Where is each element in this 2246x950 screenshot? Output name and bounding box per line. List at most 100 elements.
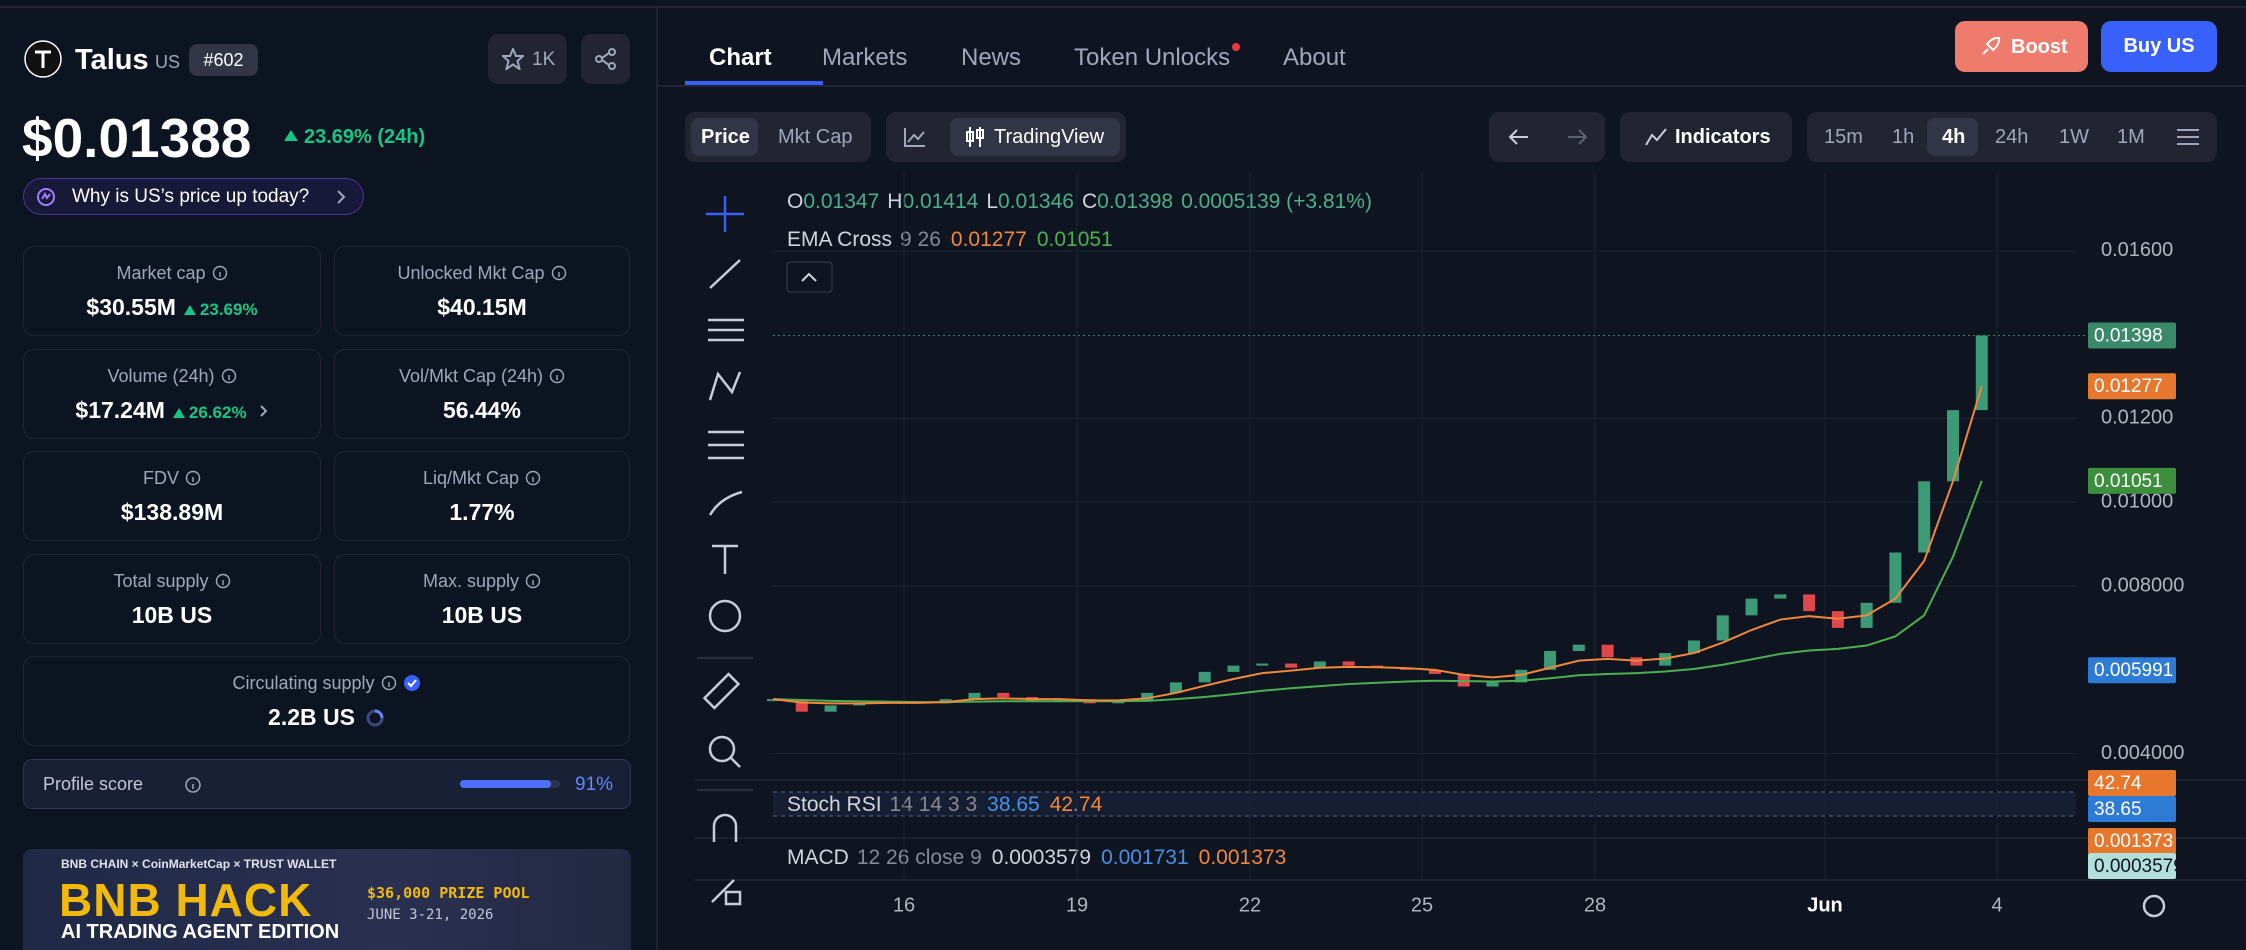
tool-emoji[interactable] bbox=[708, 599, 742, 633]
timeframe[interactable]: 15m bbox=[1824, 126, 1863, 148]
stat-change: 26.62% bbox=[188, 403, 247, 422]
stat-card: Volume (24h) $17.24M 26.62% bbox=[23, 349, 321, 439]
rocket-icon bbox=[1982, 36, 2001, 55]
macd-signal: 0.001373 bbox=[1199, 846, 1287, 869]
tool-fib[interactable] bbox=[708, 430, 744, 460]
stat-value: $17.24M bbox=[75, 397, 165, 423]
tab-news[interactable]: News bbox=[961, 44, 1022, 71]
why-pill[interactable]: Why is US’s price up today? bbox=[23, 178, 364, 215]
ohlc-change: 0.0005139 (+3.81%) bbox=[1181, 190, 1372, 213]
stoch-band bbox=[773, 792, 2076, 816]
stat-change-wrap: 23.69% bbox=[183, 300, 258, 319]
boost-button[interactable]: Boost bbox=[1955, 21, 2088, 72]
timeframe[interactable]: 1h bbox=[1892, 126, 1915, 148]
timeframe[interactable]: 24h bbox=[1995, 126, 2029, 148]
stat-label-row: Liq/Mkt Cap bbox=[335, 468, 629, 489]
line-chart-icon[interactable] bbox=[903, 126, 927, 148]
info-icon bbox=[549, 368, 565, 384]
stat-card: Liq/Mkt Cap 1.77% bbox=[334, 451, 630, 541]
tab-about[interactable]: About bbox=[1283, 44, 1346, 71]
banner-title: BNB HACK bbox=[59, 874, 313, 926]
stat-label-row: Market cap bbox=[24, 263, 320, 284]
stat-value: 10B US bbox=[441, 602, 523, 628]
why-text: Why is US’s price up today? bbox=[72, 186, 310, 207]
view-tradingview[interactable]: TradingView bbox=[994, 126, 1105, 148]
selected-bg bbox=[691, 118, 758, 156]
candle bbox=[968, 692, 981, 700]
share-button[interactable] bbox=[581, 34, 630, 84]
profile-score: Profile score 91% bbox=[23, 759, 631, 809]
stoch-k: 38.65 bbox=[987, 793, 1040, 816]
chevron bbox=[337, 190, 346, 204]
tab-chart[interactable]: Chart bbox=[709, 44, 772, 71]
price-badge bbox=[2088, 828, 2176, 854]
stoch-name: Stoch RSI bbox=[787, 793, 882, 816]
info-icon bbox=[185, 470, 201, 486]
buy-button[interactable]: Buy US bbox=[2101, 21, 2217, 72]
info-icon bbox=[525, 470, 541, 486]
price-badge-label: 38.65 bbox=[2094, 799, 2142, 820]
stat-value-row: 1.77% bbox=[335, 499, 629, 526]
settings-sliders[interactable] bbox=[2176, 126, 2200, 148]
tool-crosshair[interactable] bbox=[706, 196, 744, 232]
metric-price[interactable]: Price bbox=[701, 126, 750, 148]
candle bbox=[1227, 665, 1240, 672]
tool-pattern[interactable] bbox=[708, 371, 742, 401]
stoch-params: 14 14 3 3 bbox=[890, 793, 978, 816]
stat-card: Market cap $30.55M 23.69% bbox=[23, 246, 321, 336]
tool-ruler[interactable] bbox=[702, 672, 741, 710]
ohlc-value: 0.01347 bbox=[803, 190, 879, 213]
timeframe[interactable]: 1W bbox=[2059, 126, 2089, 148]
tool-zoom[interactable] bbox=[708, 735, 741, 768]
stat-value: 10B US bbox=[131, 602, 213, 628]
timeframe[interactable]: 1M bbox=[2117, 126, 2145, 148]
info-icon bbox=[551, 265, 566, 281]
stat-label-row: FDV bbox=[24, 468, 320, 489]
metric-mktcap[interactable]: Mkt Cap bbox=[778, 126, 853, 148]
ai-icon bbox=[37, 188, 55, 206]
tool-trendline[interactable] bbox=[709, 259, 741, 289]
timeframe[interactable]: 4h bbox=[1942, 126, 1966, 148]
candle bbox=[1515, 669, 1528, 683]
stat-label: Liq/Mkt Cap bbox=[422, 468, 520, 488]
price-badge bbox=[2088, 770, 2176, 796]
x-tick-label: 16 bbox=[893, 894, 915, 916]
indicators-button[interactable] bbox=[1620, 112, 1792, 162]
stat-label: Market cap bbox=[116, 263, 206, 283]
tool-lock[interactable] bbox=[711, 879, 742, 906]
share-icon bbox=[595, 48, 616, 70]
stat-label: Total supply bbox=[113, 571, 209, 591]
tool-magnet[interactable] bbox=[712, 813, 738, 842]
ohlc-value: 0.01414 bbox=[902, 190, 978, 213]
tab-markets[interactable]: Markets bbox=[822, 44, 908, 71]
collapse-button[interactable] bbox=[786, 261, 833, 293]
stat-label: Max. supply bbox=[422, 571, 520, 591]
candle bbox=[853, 703, 866, 706]
candle bbox=[1198, 671, 1211, 683]
watchlist-button[interactable]: 1K bbox=[488, 34, 567, 84]
tool-brush[interactable] bbox=[708, 490, 743, 516]
stat-change: 23.69% bbox=[199, 300, 258, 319]
banner-subtitle: AI TRADING AGENT EDITION bbox=[61, 921, 340, 943]
candle bbox=[1745, 598, 1758, 616]
candle bbox=[1716, 615, 1729, 641]
settings-icon[interactable] bbox=[2142, 894, 2166, 918]
ema-legend: EMA Cross 9 26 0.01277 0.01051 bbox=[787, 228, 1113, 251]
ema-slow-value: 0.01051 bbox=[1037, 228, 1113, 251]
info-icon bbox=[212, 265, 227, 281]
tool-lines[interactable] bbox=[708, 318, 744, 342]
stat-label-row: Circulating supply bbox=[24, 673, 629, 694]
banner-prize: $36,000 PRIZE POOL bbox=[367, 884, 530, 902]
stat-card: Unlocked Mkt Cap $40.15M bbox=[334, 246, 630, 336]
undo-redo[interactable] bbox=[1508, 127, 1588, 147]
rank-badge: #602 bbox=[189, 44, 258, 76]
hackathon-banner[interactable]: BNB CHAIN × CoinMarketCap × TRUST WALLET… bbox=[23, 849, 631, 950]
tab-token-unlocks[interactable]: Token Unlocks bbox=[1074, 44, 1231, 71]
banner-partners: BNB CHAIN × CoinMarketCap × TRUST WALLET bbox=[61, 857, 337, 871]
progress-ring bbox=[366, 709, 384, 727]
macd-params: 12 26 close 9 bbox=[857, 846, 982, 869]
x-tick-label: 4 bbox=[1991, 894, 2002, 916]
indicators-icon bbox=[1645, 128, 1667, 146]
stat-label-row: Max. supply bbox=[335, 571, 629, 592]
tool-text[interactable] bbox=[712, 544, 738, 574]
